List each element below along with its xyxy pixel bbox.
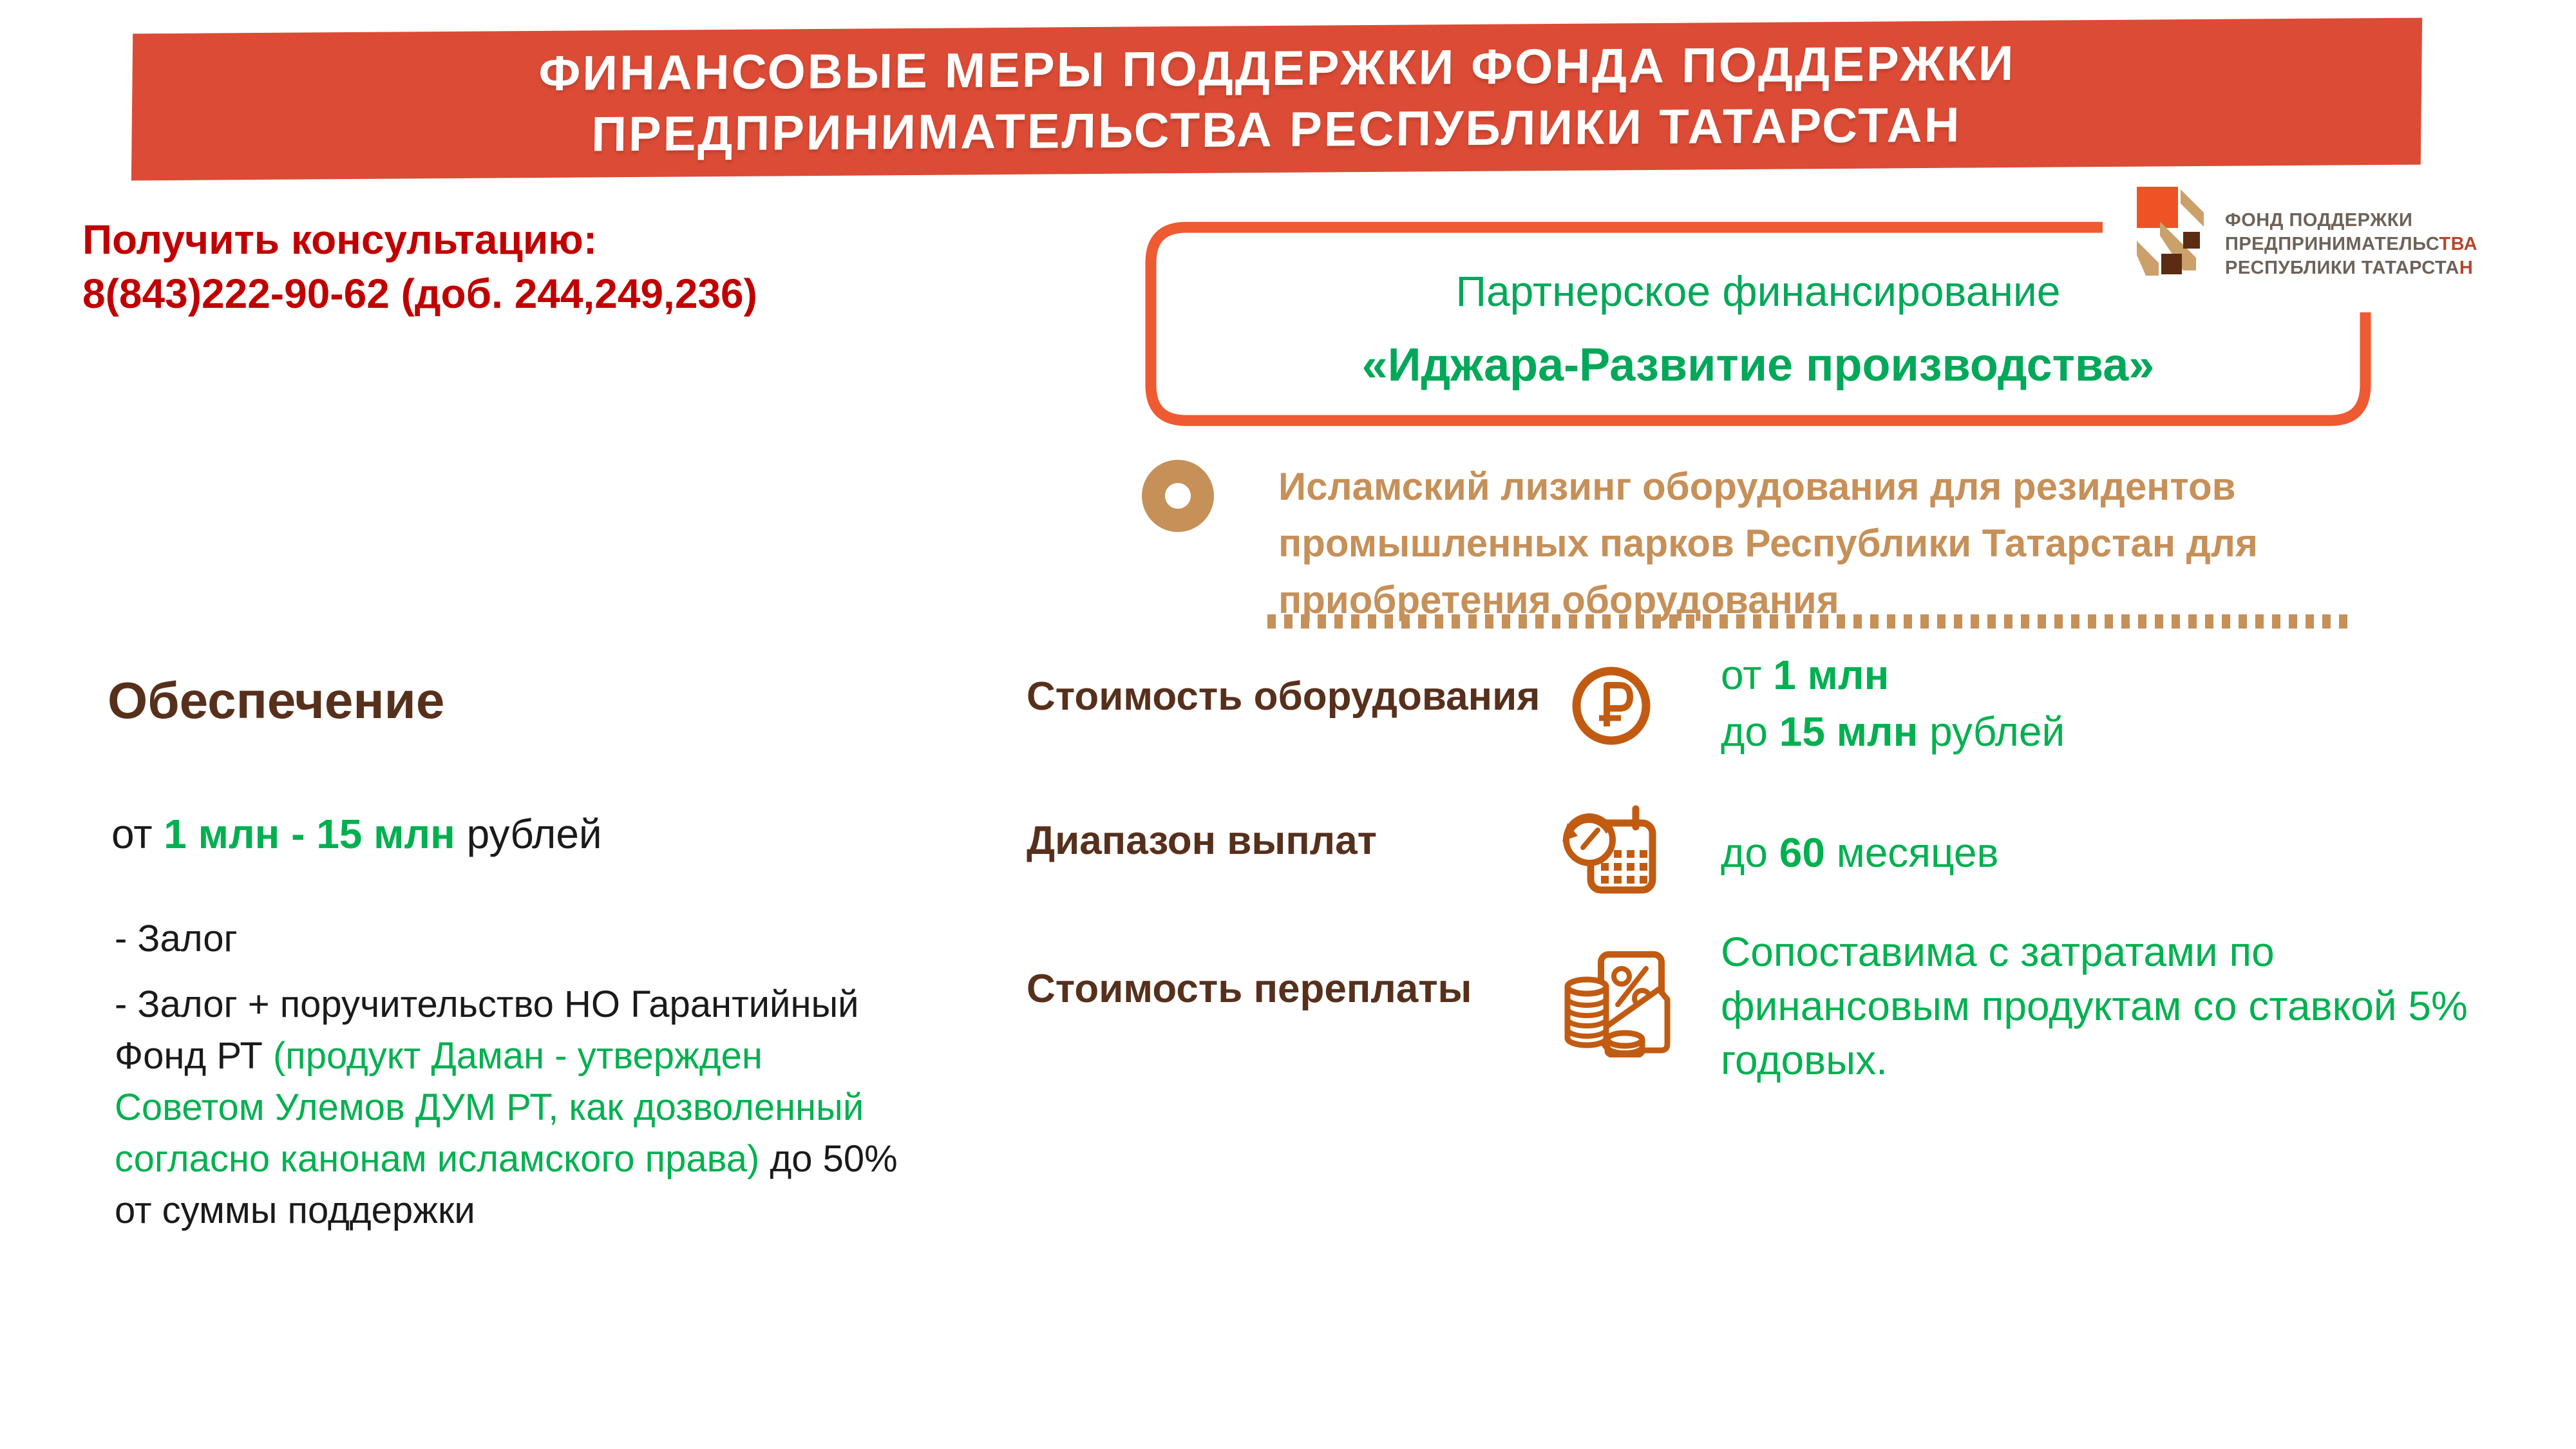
security-list-item: согласно канонам исламского права) до 50… bbox=[115, 1138, 898, 1180]
consultation-block: Получить консультацию: 8(843)222-90-62 (… bbox=[82, 213, 757, 321]
program-subtitle: «Иджара-Развитие производства» bbox=[1361, 339, 2155, 391]
calendar-clock-icon bbox=[1562, 805, 1656, 894]
row-value-equipment-cost: от 1 млн до 15 млн рублей bbox=[1721, 652, 2065, 755]
program-box: Партнерское финансирование «Иджара-Разви… bbox=[1145, 222, 2371, 426]
description-line3: приобретения оборудования bbox=[1278, 578, 1839, 621]
banner-title-line1: ФИНАНСОВЫЕ МЕРЫ ПОДДЕРЖКИ ФОНДА ПОДДЕРЖК… bbox=[538, 35, 2016, 102]
security-list-item: Советом Улемов ДУМ РТ, как дозволенный bbox=[115, 1086, 864, 1128]
title-banner: ФИНАНСОВЫЕ МЕРЫ ПОДДЕРЖКИ ФОНДА ПОДДЕРЖК… bbox=[131, 17, 2423, 181]
security-list-item: - Залог + поручительство НО Гарантийный bbox=[115, 983, 859, 1025]
row-label-overpayment-cost: Стоимость переплаты bbox=[1027, 967, 1472, 1011]
fund-logo-text: ФОНД ПОДДЕРЖКИ ПРЕДПРИНИМАТЕЛЬСТВА РЕСПУ… bbox=[2225, 209, 2477, 280]
ring-bullet-icon bbox=[1142, 460, 1214, 532]
dotted-divider bbox=[1267, 614, 2354, 629]
description-line2: промышленных парков Республики Татарстан… bbox=[1278, 522, 2258, 565]
row-label-equipment-cost: Стоимость оборудования bbox=[1027, 674, 1540, 719]
fund-logo-text-line1: ФОНД ПОДДЕРЖКИ bbox=[2225, 210, 2413, 231]
ruble-coin-icon bbox=[1572, 667, 1651, 745]
row-value-overpayment-cost: Сопоставима с затратами по финансовым пр… bbox=[1721, 929, 2468, 1083]
coins-percent-envelope-icon bbox=[1564, 951, 1671, 1057]
consultation-label: Получить консультацию: bbox=[82, 216, 598, 263]
banner-title-line2: ПРЕДПРИНИМАТЕЛЬСТВА РЕСПУБЛИКИ ТАТАРСТАН bbox=[591, 97, 1962, 162]
security-list-item: - Залог bbox=[115, 918, 238, 960]
program-box-frame bbox=[1145, 222, 2371, 426]
program-title: Партнерское финансирование bbox=[1455, 267, 2061, 315]
fund-logo-text-line3: РЕСПУБЛИКИ ТАТАРСТАН bbox=[2225, 258, 2474, 278]
fund-logo-text-line2: ПРЕДПРИНИМАТЕЛЬСТВА bbox=[2225, 234, 2478, 254]
description-line1: Исламский лизинг оборудования для резиде… bbox=[1278, 465, 2236, 508]
fund-logo-mark-icon bbox=[2137, 187, 2204, 276]
security-list-item: Фонд РТ (продукт Даман - утвержден bbox=[115, 1035, 762, 1077]
security-list: - Залог - Залог + поручительство НО Гара… bbox=[115, 913, 1016, 1236]
security-amount: от 1 млн - 15 млн рублей bbox=[111, 811, 602, 857]
row-label-payment-range: Диапазон выплат bbox=[1027, 819, 1378, 863]
security-list-item: от суммы поддержки bbox=[115, 1189, 475, 1231]
consultation-phone: 8(843)222-90-62 (доб. 244,249,236) bbox=[82, 270, 757, 317]
program-description: Исламский лизинг оборудования для резиде… bbox=[1278, 459, 2258, 629]
row-value-payment-range: до 60 месяцев bbox=[1721, 829, 1999, 876]
security-heading: Обеспечение bbox=[108, 672, 445, 729]
fund-logo: ФОНД ПОДДЕРЖКИ ПРЕДПРИНИМАТЕЛЬСТВА РЕСПУ… bbox=[2137, 185, 2497, 303]
